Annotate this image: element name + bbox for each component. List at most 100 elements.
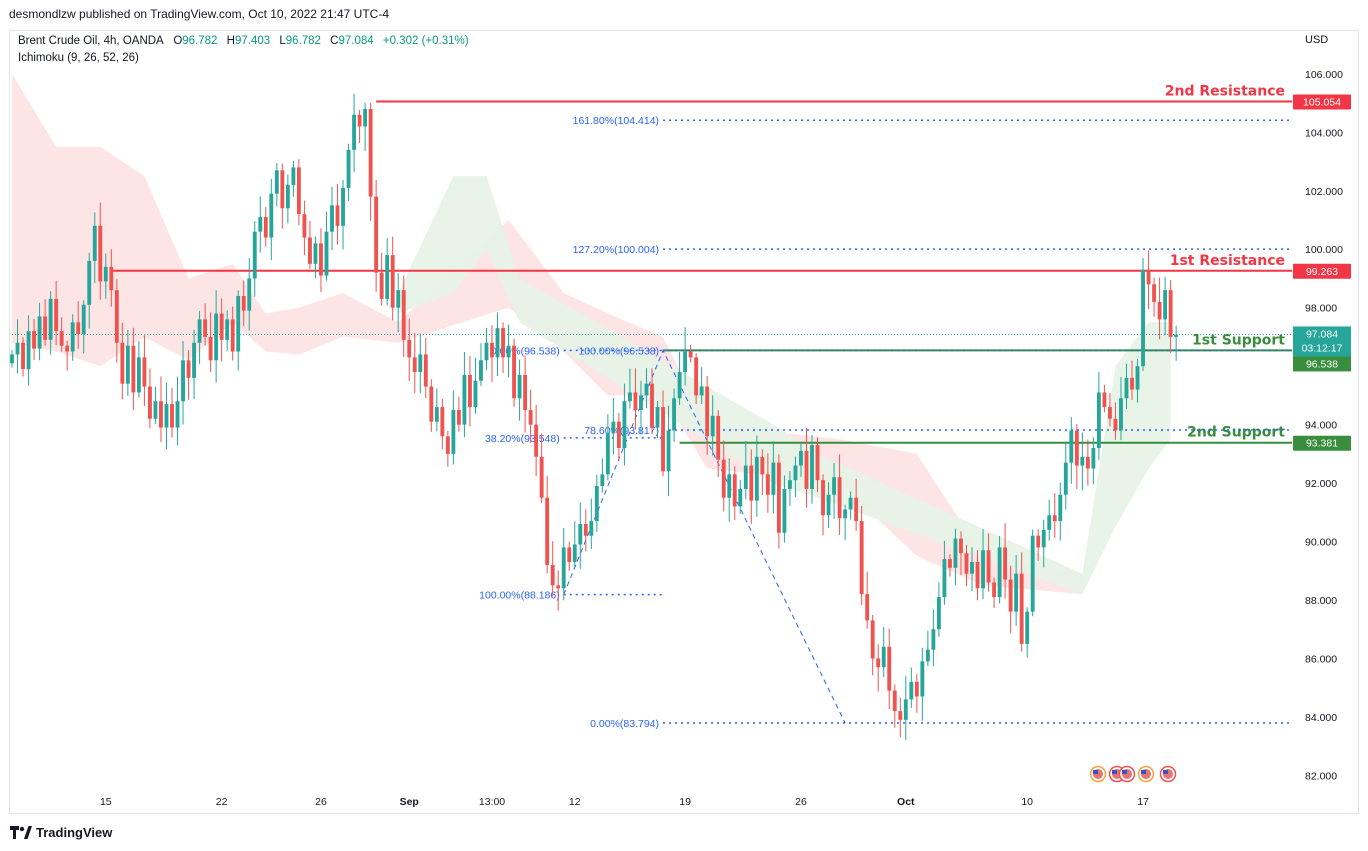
level-label: 1st Resistance xyxy=(1170,253,1285,269)
candle-body xyxy=(765,474,770,495)
level-price-tag: 96.538 xyxy=(1306,358,1338,370)
candle-body xyxy=(368,108,373,197)
candle-body xyxy=(1113,418,1118,431)
candle-body xyxy=(291,167,296,185)
candle-body xyxy=(821,480,825,516)
candle-body xyxy=(865,594,870,621)
candle-body xyxy=(92,225,97,261)
candle-body xyxy=(76,322,81,334)
us-flag-icon[interactable] xyxy=(1089,765,1107,783)
us-flag-icon[interactable] xyxy=(1118,765,1136,783)
candlesticks xyxy=(10,93,1179,741)
price-tick-label: 94.000 xyxy=(1305,420,1337,432)
candle-body xyxy=(589,521,594,536)
price-tick-label: 100.000 xyxy=(1305,244,1343,256)
candle-body xyxy=(1003,547,1008,580)
candle-body xyxy=(412,357,417,372)
price-tick-label: 82.000 xyxy=(1305,770,1337,782)
candle-body xyxy=(799,450,803,466)
time-tick-label: Oct xyxy=(897,796,915,808)
time-tick-label: 10 xyxy=(1021,796,1033,808)
candle-body xyxy=(1130,377,1134,390)
close-label: C xyxy=(330,35,339,47)
candle-body xyxy=(677,372,682,399)
candle-body xyxy=(296,167,301,215)
candle-body xyxy=(495,328,500,358)
candle-body xyxy=(1036,535,1041,548)
candle-body xyxy=(572,544,577,562)
time-tick-label: 22 xyxy=(216,796,228,808)
price-tick-label: 90.000 xyxy=(1305,537,1337,549)
tradingview-footer[interactable]: TradingView xyxy=(10,825,112,840)
candle-body xyxy=(1069,430,1074,463)
candle-body xyxy=(843,509,848,519)
candle-body xyxy=(434,407,439,422)
candle-body xyxy=(721,459,726,498)
fib-level-label: 0.00%(83.794) xyxy=(590,718,659,730)
candle-body xyxy=(666,430,671,472)
level-price-tag-bg xyxy=(1293,263,1351,279)
us-flag-icon[interactable] xyxy=(1137,765,1155,783)
candle-body xyxy=(423,354,428,387)
candle-body xyxy=(490,342,494,358)
level-label: 1st Support xyxy=(1192,332,1285,348)
candle-body xyxy=(32,331,36,349)
candle-body xyxy=(981,550,985,589)
candle-body xyxy=(837,477,842,519)
candle-body xyxy=(539,456,544,498)
candle-body xyxy=(776,462,781,533)
candle-body xyxy=(208,336,213,361)
candle-body xyxy=(699,386,704,396)
candle-body xyxy=(600,474,605,486)
fib-level-label: 127.20%(100.004) xyxy=(573,244,659,256)
candle-body xyxy=(440,407,445,437)
candle-body xyxy=(611,421,616,434)
candle-body xyxy=(925,649,930,662)
candle-body xyxy=(70,322,75,352)
candle-body xyxy=(1124,377,1129,399)
level-price-tag-bg xyxy=(1293,356,1351,372)
candle-body xyxy=(181,360,185,402)
symbol-title[interactable]: Brent Crude Oil, 4h, OANDA xyxy=(18,35,164,47)
indicator-legend[interactable]: Ichimoku (9, 26, 52, 26) xyxy=(18,52,139,64)
candle-body xyxy=(594,486,599,522)
candle-body xyxy=(319,243,323,276)
us-flag-icon[interactable] xyxy=(1159,765,1177,783)
time-tick-label: 13:00 xyxy=(479,796,505,808)
last-price-tag: 97.084 xyxy=(1306,328,1338,340)
candle-body xyxy=(1047,515,1052,530)
candle-body xyxy=(914,681,919,697)
candle-body xyxy=(1041,529,1046,548)
price-tick-label: 98.000 xyxy=(1305,303,1337,315)
ichimoku-cloud xyxy=(12,73,1171,595)
candle-body xyxy=(1102,392,1107,408)
price-tick-label: 106.000 xyxy=(1305,69,1343,81)
fib-level-label: 161.80%(104.414) xyxy=(573,115,659,127)
candle-body xyxy=(694,357,699,396)
candle-body xyxy=(848,497,853,510)
candle-body xyxy=(672,398,676,431)
candle-body xyxy=(15,342,20,355)
candle-body xyxy=(164,404,169,428)
price-tick-label: 104.000 xyxy=(1305,127,1343,139)
fib-level-label: 38.20%(93.548) xyxy=(485,433,560,445)
candle-body xyxy=(760,456,765,475)
candle-body xyxy=(655,407,660,428)
candle-body xyxy=(1058,494,1063,522)
candle-body xyxy=(142,357,147,387)
candle-body xyxy=(330,205,334,232)
candle-body xyxy=(385,255,390,299)
open-label: O xyxy=(173,35,183,47)
currency-label[interactable]: USD xyxy=(1305,34,1329,46)
level-price-tag: 93.381 xyxy=(1306,438,1338,450)
candle-body xyxy=(793,465,798,481)
ohlc-legend: Brent Crude Oil, 4h, OANDA O96.782 H97.4… xyxy=(18,35,475,47)
candle-body xyxy=(1085,456,1090,469)
candle-body xyxy=(429,386,434,422)
candle-body xyxy=(346,149,351,188)
candle-body xyxy=(451,410,456,454)
candle-body xyxy=(661,407,665,472)
candle-body xyxy=(804,450,809,489)
candle-body xyxy=(1168,290,1173,337)
